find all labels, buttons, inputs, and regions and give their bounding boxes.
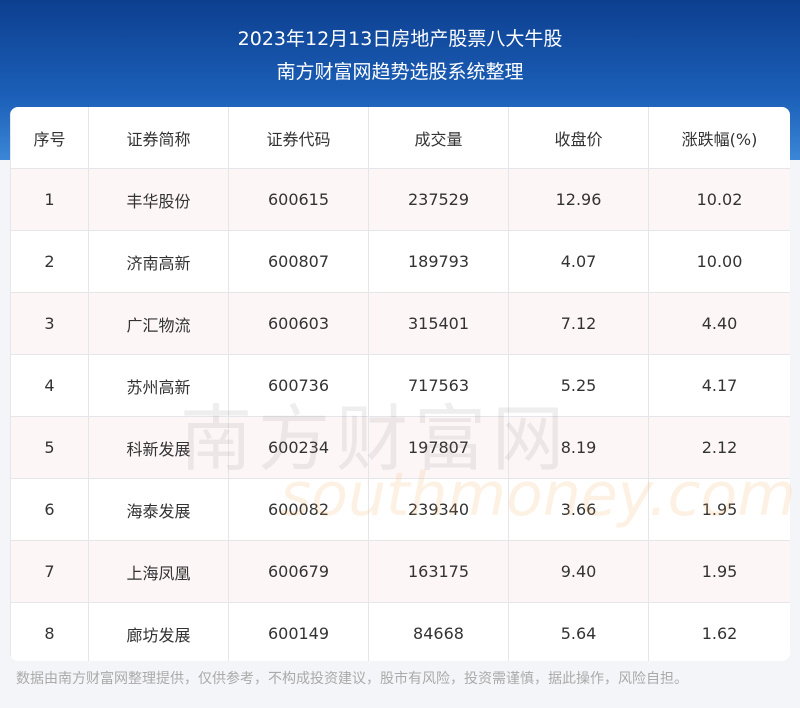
table-cell: 239340 [368, 478, 509, 541]
table-cell: 600082 [228, 478, 369, 541]
table-cell: 1.62 [648, 602, 790, 661]
title: 2023年12月13日房地产股票八大牛股 [237, 28, 563, 50]
table-cell: 苏州高新 [88, 354, 229, 417]
table-cell: 6 [10, 478, 89, 541]
table-row: 3 广汇物流 600603 315401 7.12 4.40 [10, 292, 790, 355]
subtitle: 南方财富网趋势选股系统整理 [276, 61, 524, 83]
table-cell: 7 [10, 540, 89, 603]
header-row: 序号 证券简称 证券代码 成交量 收盘价 涨跌幅(%) [10, 107, 790, 169]
table-cell: 600736 [228, 354, 369, 417]
table-cell: 3.66 [508, 478, 649, 541]
table-cell: 丰华股份 [88, 168, 229, 231]
table-cell: 广汇物流 [88, 292, 229, 355]
table-cell: 海泰发展 [88, 478, 229, 541]
table-cell: 600149 [228, 602, 369, 661]
table-cell: 600234 [228, 416, 369, 479]
table-cell: 600679 [228, 540, 369, 603]
table-cell: 济南高新 [88, 230, 229, 293]
table-cell: 4.07 [508, 230, 649, 293]
table-cell: 717563 [368, 354, 509, 417]
table-cell: 8 [10, 602, 89, 661]
table-cell: 189793 [368, 230, 509, 293]
table-cell: 600615 [228, 168, 369, 231]
table-row: 6 海泰发展 600082 239340 3.66 1.95 [10, 478, 790, 541]
table-cell: 84668 [368, 602, 509, 661]
table-cell: 5.64 [508, 602, 649, 661]
table-cell: 1 [10, 168, 89, 231]
column-header: 证券简称 [88, 107, 229, 169]
table-cell: 4.17 [648, 354, 790, 417]
table-cell: 4.40 [648, 292, 790, 355]
table-cell: 197807 [368, 416, 509, 479]
table-cell: 8.19 [508, 416, 649, 479]
table-cell: 600603 [228, 292, 369, 355]
table: 序号 证券简称 证券代码 成交量 收盘价 涨跌幅(%) 1 丰华股份 600615 237529 1… [10, 107, 790, 661]
table-cell: 1.95 [648, 478, 790, 541]
table-cell: 2 [10, 230, 89, 293]
column-header: 收盘价 [508, 107, 649, 169]
table-cell: 4 [10, 354, 89, 417]
column-header: 涨跌幅(%) [648, 107, 790, 169]
table-cell: 1.95 [648, 540, 790, 603]
table-cell: 315401 [368, 292, 509, 355]
table-cell: 163175 [368, 540, 509, 603]
table-row: 1 丰华股份 600615 237529 12.96 10.02 [10, 168, 790, 231]
table-cell: 5 [10, 416, 89, 479]
column-header: 序号 [10, 107, 89, 169]
column-header: 成交量 [368, 107, 509, 169]
table-cell: 12.96 [508, 168, 649, 231]
table-card: 序号 证券简称 证券代码 成交量 收盘价 涨跌幅(%) 1 丰华股份 600615 237529 1… [10, 107, 790, 661]
table-cell: 10.00 [648, 230, 790, 293]
column-header: 证券代码 [228, 107, 369, 169]
footer: 数据由南方财富网整理提供，仅供参考，不构成投资建议，股市有风险，投资需谨慎，据此… [16, 671, 688, 687]
table-row: 5 科新发展 600234 197807 8.19 2.12 [10, 416, 790, 479]
table-cell: 3 [10, 292, 89, 355]
table-row: 4 苏州高新 600736 717563 5.25 4.17 [10, 354, 790, 417]
table-row: 2 济南高新 600807 189793 4.07 10.00 [10, 230, 790, 293]
table-cell: 2.12 [648, 416, 790, 479]
table-row: 8 廊坊发展 600149 84668 5.64 1.62 [10, 602, 790, 661]
table-cell: 9.40 [508, 540, 649, 603]
table-cell: 廊坊发展 [88, 602, 229, 661]
table-cell: 上海凤凰 [88, 540, 229, 603]
table-cell: 7.12 [508, 292, 649, 355]
table-cell: 237529 [368, 168, 509, 231]
table-cell: 10.02 [648, 168, 790, 231]
table-row: 7 上海凤凰 600679 163175 9.40 1.95 [10, 540, 790, 603]
table-cell: 5.25 [508, 354, 649, 417]
table-cell: 科新发展 [88, 416, 229, 479]
table-cell: 600807 [228, 230, 369, 293]
